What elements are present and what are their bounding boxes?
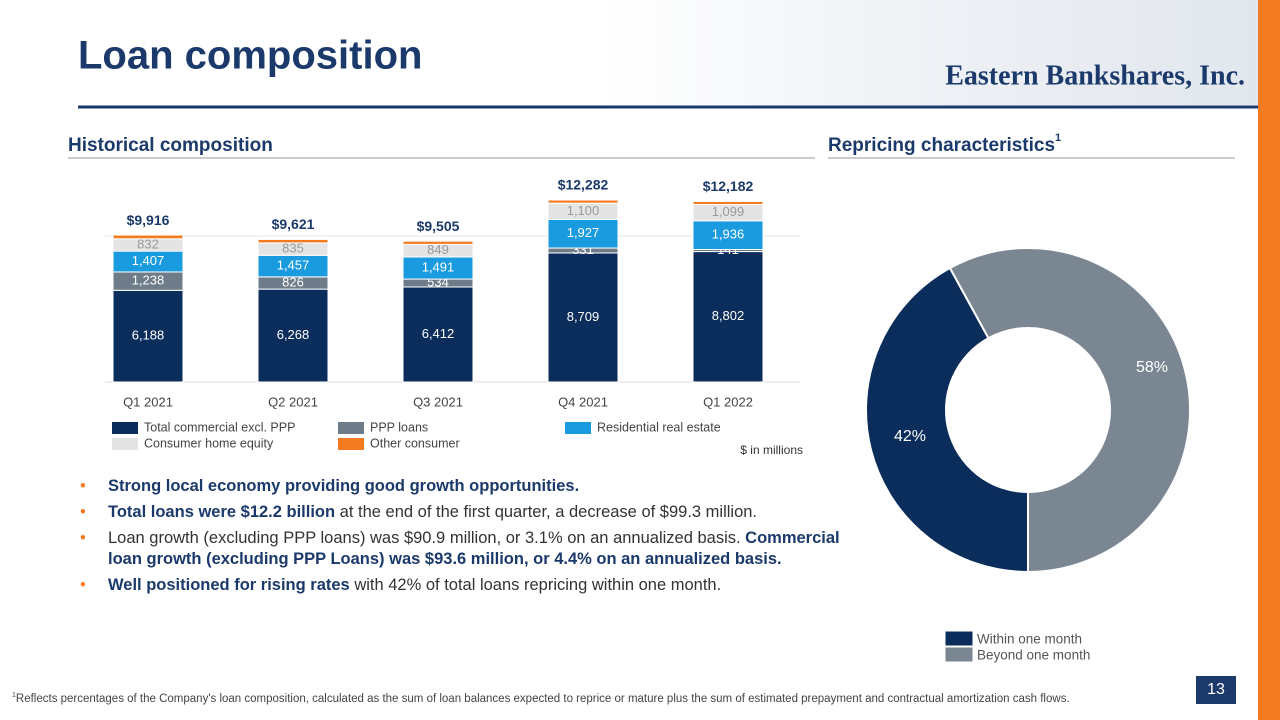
slide-title: Loan composition — [78, 34, 422, 78]
bar-segment — [402, 240, 474, 245]
legend-label: Beyond one month — [977, 648, 1090, 663]
legend-swatch — [112, 438, 138, 450]
bullet-text: Loan growth (excluding PPP loans) was $9… — [108, 529, 746, 547]
footnote-text: Reflects percentages of the Company's lo… — [15, 692, 1070, 705]
bar-segment — [112, 234, 184, 240]
legend-swatch — [565, 422, 591, 434]
legend-label: PPP loans — [370, 420, 428, 434]
segment-label: 849 — [427, 242, 449, 257]
segment-label: 1,100 — [567, 203, 600, 218]
segment-label: 1,407 — [132, 253, 165, 268]
skyline-banner — [600, 0, 1258, 105]
segment-label: 826 — [282, 274, 304, 289]
legend-label: Other consumer — [370, 436, 460, 450]
bullet-text: with 42% of total loans repricing within… — [349, 576, 722, 594]
footnote-mark: 1 — [12, 692, 16, 699]
total-label: $9,916 — [127, 212, 170, 228]
legend-label: Consumer home equity — [144, 436, 274, 450]
section-heading: Repricing characteristics1 — [828, 132, 1061, 156]
segment-label: 6,188 — [132, 328, 165, 343]
bullet-text: Well positioned for rising rates — [108, 576, 350, 594]
unit-note: $ in millions — [740, 443, 803, 457]
bar-segment — [547, 252, 619, 383]
section-heading: Historical composition — [68, 135, 273, 156]
segment-label: 1,457 — [277, 258, 310, 273]
bar-segment — [402, 286, 474, 383]
slice-label: 58% — [1136, 359, 1168, 376]
total-label: $9,621 — [272, 216, 315, 232]
donut-slice — [948, 247, 1191, 574]
total-label: $9,505 — [417, 218, 460, 234]
bullet: Strong local economy providing good grow… — [80, 476, 853, 497]
segment-label: 6,268 — [277, 327, 310, 342]
bullet: Well positioned for rising rates with 42… — [80, 575, 853, 596]
segment-label: 8,802 — [712, 308, 745, 323]
bar-segment — [547, 218, 619, 249]
legend-swatch — [944, 646, 974, 663]
segment-label: 1,099 — [712, 204, 745, 219]
x-tick-label: Q2 2021 — [268, 394, 318, 409]
accent-bar — [1258, 0, 1280, 720]
bullet-text: Strong local economy providing good grow… — [108, 477, 580, 495]
footnote: 1Reflects percentages of the Company's l… — [12, 688, 1172, 707]
bullet-text: Total loans were $12.2 billion — [108, 503, 336, 521]
bullet: Total loans were $12.2 billion at the en… — [80, 502, 853, 523]
slice-label: 42% — [894, 428, 926, 445]
segment-label: 8,709 — [567, 309, 600, 324]
page-number: 13 — [1207, 681, 1225, 698]
legend-swatch — [112, 422, 138, 434]
segment-label: 1,936 — [712, 227, 745, 242]
bullet-list: Strong local economy providing good grow… — [80, 476, 853, 601]
logo: Eastern Bankshares, Inc. — [945, 60, 1245, 91]
x-tick-label: Q4 2021 — [558, 394, 608, 409]
x-tick-label: Q1 2021 — [123, 394, 173, 409]
total-label: $12,282 — [558, 177, 609, 193]
segment-label: 835 — [282, 241, 304, 256]
footnote-mark: 1 — [1055, 132, 1061, 144]
x-tick-label: Q3 2021 — [413, 394, 463, 409]
heading-text: Repricing characteristics — [828, 135, 1055, 156]
bar-segment — [692, 200, 764, 206]
bullet-text: at the end of the first quarter, a decre… — [335, 503, 758, 521]
legend-label: Total commercial excl. PPP — [144, 420, 295, 434]
bar-segment — [112, 289, 184, 383]
bullet-text: Commercial loan growth (excluding PPP Lo… — [108, 529, 840, 568]
donut-slice — [865, 266, 1029, 574]
bar-segment — [257, 238, 329, 244]
total-label: $12,182 — [703, 178, 754, 194]
page-badge — [1196, 676, 1236, 704]
segment-label: 1,238 — [132, 273, 165, 288]
segment-label: 6,412 — [422, 326, 455, 341]
bar-segment — [257, 288, 329, 383]
legend-label: Within one month — [977, 632, 1082, 647]
legend-label: Residential real estate — [597, 420, 721, 434]
legend-swatch — [338, 422, 364, 434]
legend-swatch — [338, 438, 364, 450]
bar-segment — [692, 220, 764, 250]
legend-swatch — [944, 630, 974, 647]
x-tick-label: Q1 2022 — [703, 394, 753, 409]
segment-label: 1,491 — [422, 259, 455, 274]
segment-label: 832 — [137, 236, 159, 251]
bullet: Loan growth (excluding PPP loans) was $9… — [80, 528, 853, 570]
segment-label: 1,927 — [567, 225, 600, 240]
bar-segment — [547, 199, 619, 204]
